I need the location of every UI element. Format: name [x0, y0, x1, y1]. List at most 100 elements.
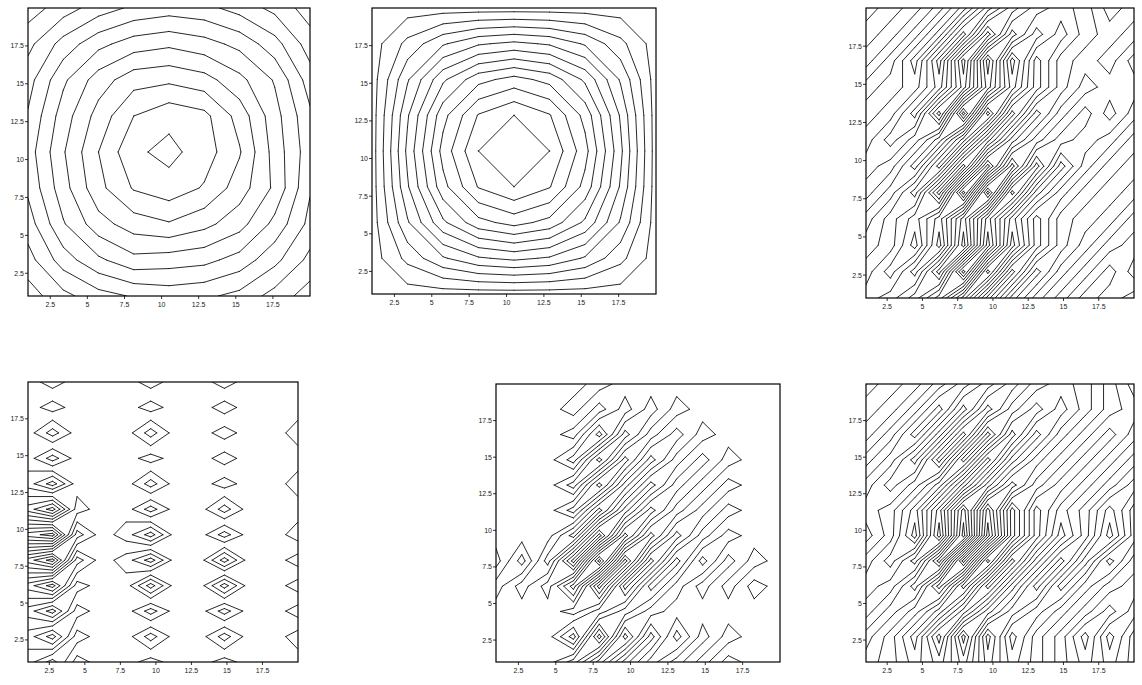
plot-frame	[866, 384, 1134, 662]
x-tick-label: 7.5	[953, 303, 963, 310]
x-tick-label: 7.5	[120, 301, 130, 308]
contour-line	[496, 384, 767, 662]
contour-line	[544, 430, 706, 662]
x-tick-label: 10	[989, 303, 997, 310]
x-tick-label: 17.5	[612, 299, 626, 306]
contour-panel: 2.557.51012.51517.52.557.51012.51517.5	[848, 384, 1134, 674]
contour-line	[962, 523, 965, 537]
y-tick-label: 7.5	[852, 563, 862, 570]
plot-frame	[496, 384, 780, 662]
contour-panel: 2.557.51012.51517.52.557.51012.51517.5	[10, 8, 310, 308]
contour-line	[28, 530, 58, 587]
y-tick-label: 17.5	[10, 415, 24, 422]
y-tick-label: 2.5	[852, 637, 862, 644]
x-tick-label: 15	[1060, 303, 1068, 310]
x-tick-label: 7.5	[464, 299, 474, 306]
contour-line	[518, 425, 680, 662]
contour-line	[28, 8, 310, 296]
contour-line	[414, 50, 614, 252]
contour-line	[598, 560, 601, 563]
contour-lines	[376, 12, 653, 290]
contour-line	[423, 59, 606, 243]
contour-line	[962, 191, 965, 273]
y-tick-label: 12.5	[354, 117, 368, 124]
contour-line	[35, 16, 300, 286]
y-tick-label: 7.5	[14, 563, 24, 570]
contour-line	[934, 432, 1015, 649]
contour-line	[28, 481, 228, 639]
x-tick-label: 12.5	[537, 299, 551, 306]
y-tick-label: 10	[854, 157, 862, 164]
y-tick-label: 5	[364, 230, 368, 237]
x-tick-label: 12.5	[192, 301, 206, 308]
contour-line	[440, 76, 588, 226]
contour-lines	[866, 8, 1134, 298]
x-tick-label: 5	[554, 667, 558, 674]
plot-frame	[372, 8, 656, 294]
contour-line	[866, 384, 1134, 662]
y-tick-label: 2.5	[14, 636, 24, 643]
contour-line	[911, 8, 1044, 298]
x-tick-label: 17.5	[256, 667, 270, 674]
x-tick-label: 12.5	[1021, 303, 1035, 310]
y-tick-label: 17.5	[848, 43, 862, 50]
x-tick-label: 5	[920, 303, 924, 310]
contour-lines	[28, 8, 310, 296]
x-tick-label: 17.5	[1092, 667, 1106, 674]
contour-line	[65, 48, 271, 254]
y-tick-label: 15	[854, 81, 862, 88]
y-tick-label: 12.5	[478, 490, 492, 497]
y-tick-label: 12.5	[848, 490, 862, 497]
contour-line	[933, 32, 1039, 298]
x-tick-label: 7.5	[116, 667, 126, 674]
x-tick-label: 7.5	[953, 667, 963, 674]
x-tick-label: 17.5	[266, 301, 280, 308]
contour-line	[28, 429, 237, 645]
contour-line	[28, 504, 228, 613]
y-tick-label: 2.5	[852, 272, 862, 279]
contour-line	[431, 68, 597, 235]
contour-line	[567, 431, 631, 643]
x-tick-label: 10	[503, 299, 511, 306]
contour-panel: 2.557.51012.51517.52.557.51012.51517.5	[10, 382, 298, 674]
x-tick-label: 2.5	[882, 303, 892, 310]
y-tick-label: 5	[858, 600, 862, 607]
x-tick-label: 2.5	[514, 667, 524, 674]
y-tick-label: 2.5	[482, 637, 492, 644]
contour-line	[118, 103, 217, 201]
y-tick-label: 12.5	[848, 119, 862, 126]
contour-lines	[496, 384, 767, 662]
y-tick-label: 10	[854, 527, 862, 534]
x-tick-label: 5	[430, 299, 434, 306]
contour-lines	[866, 384, 1134, 662]
contour-line	[465, 102, 563, 201]
y-tick-label: 17.5	[354, 42, 368, 49]
contour-line	[391, 27, 638, 275]
contour-line	[383, 19, 645, 282]
x-tick-label: 12.5	[661, 667, 675, 674]
contour-line	[866, 8, 1134, 298]
contour-line	[82, 66, 255, 238]
contour-panel: 2.557.51012.51517.52.557.51012.51517.5	[848, 8, 1134, 310]
contour-line	[34, 507, 58, 564]
x-tick-label: 5	[85, 301, 89, 308]
x-tick-label: 17.5	[736, 667, 750, 674]
plot-frame	[28, 8, 310, 296]
contour-line	[40, 533, 54, 536]
contour-line	[99, 84, 241, 222]
contour-line	[28, 8, 310, 296]
y-tick-label: 15	[360, 80, 368, 87]
contour-line	[50, 31, 285, 269]
contour-line	[937, 508, 992, 565]
x-tick-label: 2.5	[390, 299, 400, 306]
x-tick-label: 15	[223, 667, 231, 674]
y-tick-label: 15	[16, 452, 24, 459]
x-tick-label: 5	[920, 667, 924, 674]
y-tick-label: 17.5	[848, 417, 862, 424]
y-tick-label: 5	[488, 600, 492, 607]
x-tick-label: 15	[577, 299, 585, 306]
contour-line	[911, 405, 1114, 662]
y-tick-label: 17.5	[10, 42, 24, 49]
contour-line	[46, 559, 54, 562]
y-tick-label: 5	[20, 600, 24, 607]
